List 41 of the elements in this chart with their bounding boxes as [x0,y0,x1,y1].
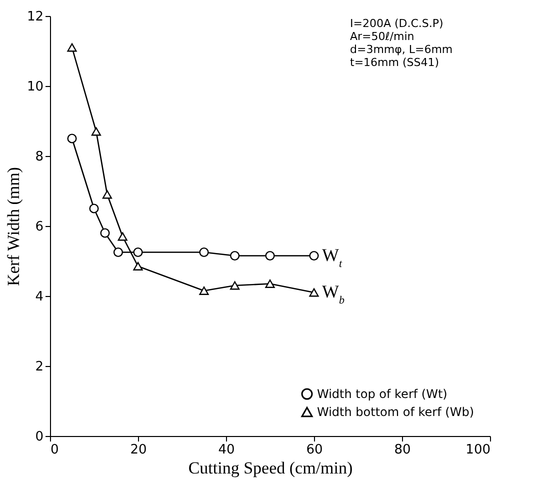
legend-label: Width top of kerf (Wt) [317,387,448,401]
point [133,247,143,258]
point [265,250,275,261]
point [113,247,123,258]
x-axis-title: Cutting Speed (cm/min) [188,458,353,478]
y-tick-label: 6 [35,220,44,234]
x-tick-label: 0 [50,442,59,458]
point [265,280,275,288]
y-axis-title: Kerf Width (mm) [4,167,23,286]
y-tick-label: 10 [26,80,44,94]
x-tick-label: 20 [130,442,147,458]
y-tick-label: 12 [26,10,44,24]
annotation: d=3mmφ, L=6mm [350,43,453,56]
x-tick-label: 40 [218,442,235,458]
point [89,204,99,214]
point [100,228,110,238]
y-tick-label: 4 [35,290,44,304]
legend-label: Width bottom of kerf (Wb) [317,405,474,419]
y-tick-label: 0 [35,430,44,444]
point [199,286,209,295]
point [230,281,240,290]
point [199,247,209,258]
annotation: I=200A (D.C.S.P) [350,17,444,30]
y-tick-label: 2 [35,360,44,374]
y-tick-label: 8 [35,150,44,164]
x-tick-label: 60 [306,442,323,458]
annotation: W$_{b}$ [322,282,345,306]
point [230,250,240,261]
point [118,232,128,241]
x-tick-label: 100 [466,442,490,458]
x-tick-label: 80 [394,442,411,458]
annotation: W$_{t}$ [322,244,343,270]
point [91,127,101,136]
point [67,134,77,144]
point [102,190,112,199]
point [309,288,319,297]
point [67,43,77,52]
annotation: t=16mm (SS41) [350,56,439,69]
point [133,262,143,270]
annotation: Ar=50ℓ/min [350,30,414,43]
point [309,250,319,261]
